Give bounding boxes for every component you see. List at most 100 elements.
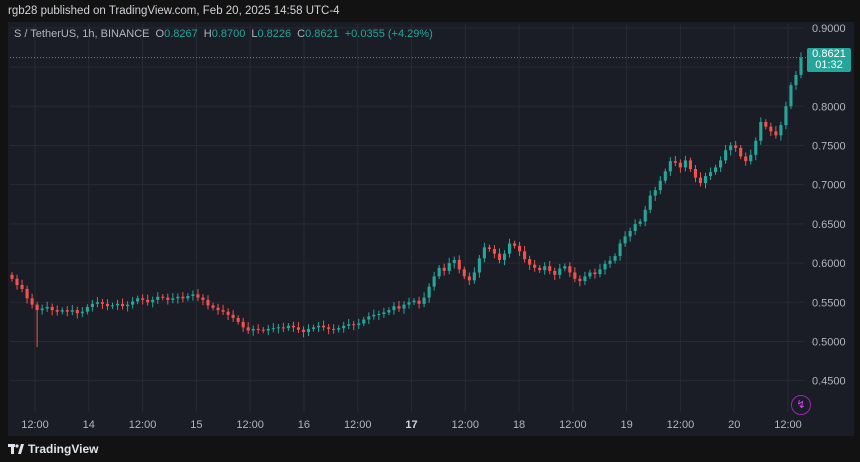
candle-body <box>156 296 160 300</box>
change-value: +0.0355 (+4.29%) <box>344 28 433 40</box>
candle-body <box>332 328 336 330</box>
candle-body <box>588 272 592 277</box>
candle-body <box>467 276 471 281</box>
candle-body <box>65 310 69 312</box>
top-bar: rgb28 published on TradingView.com, Feb … <box>0 0 860 22</box>
candle-body <box>311 327 316 329</box>
candle-body <box>412 300 416 303</box>
candle-body <box>151 299 155 303</box>
candle-body <box>276 327 280 329</box>
y-tick-label: 0.7500 <box>812 140 846 152</box>
x-tick-label: 12:00 <box>344 419 372 431</box>
candle-body <box>377 314 381 316</box>
tradingview-logo[interactable]: TradingView <box>8 442 98 456</box>
candle-body <box>271 328 275 330</box>
candle-body <box>176 296 180 299</box>
candle-body <box>296 327 301 330</box>
candle-body <box>693 169 698 178</box>
symbol-label[interactable]: S / TetherUS, 1h, BINANCE <box>14 28 150 40</box>
low-value: 0.8226 <box>257 28 292 40</box>
candle-body <box>472 272 476 281</box>
candle-body <box>367 316 371 320</box>
candle-body <box>50 306 54 311</box>
candle-body <box>553 270 557 275</box>
y-tick-label: 0.6000 <box>812 258 846 270</box>
candle-body <box>628 230 632 237</box>
candle-body <box>764 121 768 127</box>
candle-body <box>638 221 642 224</box>
candle-body <box>497 253 502 260</box>
candle-body <box>85 306 89 312</box>
candle-body <box>779 125 783 136</box>
candle-body <box>598 269 602 275</box>
y-tick-label: 0.5000 <box>812 336 846 348</box>
candle-body <box>191 294 195 296</box>
x-tick-label: 19 <box>621 419 633 431</box>
candle-body <box>734 145 738 148</box>
candle-body <box>291 325 295 328</box>
candle-body <box>337 328 341 330</box>
candle-body <box>402 304 406 309</box>
x-tick-label: 18 <box>513 419 525 431</box>
price-axis: 0.90000.85000.80000.75000.70000.65000.60… <box>812 23 846 388</box>
candle-body <box>774 131 778 136</box>
candle-body <box>362 319 366 324</box>
candle-body <box>422 297 426 304</box>
candle-body <box>724 150 728 161</box>
candle-body <box>462 269 466 277</box>
candle-body <box>663 171 667 181</box>
candle-body <box>161 296 165 298</box>
candle-body <box>90 303 94 307</box>
tradingview-logo-icon <box>8 444 24 454</box>
high-value: 0.8700 <box>211 28 246 40</box>
x-tick-label: 20 <box>728 419 740 431</box>
candle-body <box>226 311 230 315</box>
candle-body <box>417 300 421 304</box>
candle-body <box>548 266 552 271</box>
candle-body <box>70 310 74 312</box>
candle-body <box>286 325 290 329</box>
candle-body <box>110 305 115 307</box>
candle-body <box>688 160 692 170</box>
candle-body <box>437 267 441 277</box>
candle-body <box>447 263 451 271</box>
candle-body <box>186 295 190 299</box>
chart-pane[interactable] <box>8 22 854 436</box>
candle-body <box>749 154 753 162</box>
candle-body <box>216 307 220 311</box>
candle-body <box>95 302 99 304</box>
candle-body <box>231 314 235 318</box>
candle-body <box>784 106 788 126</box>
candle-body <box>643 209 647 222</box>
candle-body <box>538 267 542 271</box>
candle-body <box>347 324 351 326</box>
candle-body <box>121 303 125 307</box>
candle-body <box>306 328 311 333</box>
candle-body <box>20 285 24 289</box>
candle-body <box>799 57 803 75</box>
candle-body <box>211 305 215 308</box>
candle-body <box>40 308 44 311</box>
x-tick-label: 12:00 <box>452 419 480 431</box>
candle-body <box>181 296 185 299</box>
x-tick-label: 12:00 <box>129 419 157 431</box>
candle-body <box>618 243 622 257</box>
candle-body <box>146 299 150 303</box>
candle-body <box>387 310 391 313</box>
candle-body <box>563 266 567 269</box>
brand-name: TradingView <box>28 442 99 456</box>
candle-body <box>261 329 265 331</box>
last-price-tag: 0.8621 01:32 <box>807 48 851 72</box>
candle-body <box>301 329 306 333</box>
candle-body <box>126 304 130 307</box>
candle-body <box>698 177 703 184</box>
candles <box>10 52 803 347</box>
lightning-icon[interactable]: ↯ <box>791 395 811 415</box>
candle-body <box>739 147 743 157</box>
candle-body <box>487 247 491 249</box>
candle-body <box>729 145 733 151</box>
candle-body <box>608 260 612 264</box>
candle-body <box>251 328 255 331</box>
candle-body <box>141 298 145 300</box>
